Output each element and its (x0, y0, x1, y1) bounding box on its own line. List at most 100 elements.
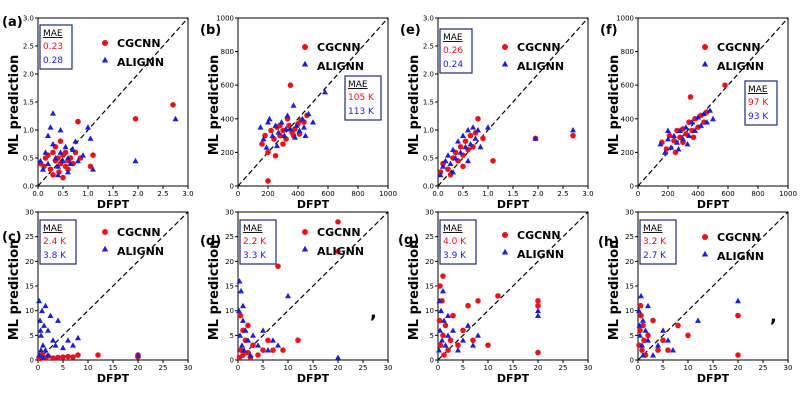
y-tick-label: 800 (221, 48, 234, 56)
x-tick-label: 5 (61, 364, 65, 372)
cgcnn-point (237, 312, 244, 319)
alignn-point (132, 157, 139, 164)
alignn-point (440, 287, 446, 294)
alignn-point (460, 337, 466, 343)
panel-label: (c) (2, 230, 22, 245)
cgcnn-point (570, 132, 576, 139)
mae-cgcnn-value: 105 K (348, 93, 375, 103)
alignn-point (38, 332, 44, 338)
alignn-point (684, 141, 691, 147)
alignn-point (477, 143, 484, 150)
alignn-point (302, 132, 309, 138)
alignn-point (532, 135, 539, 141)
mae-header: MAE (43, 29, 63, 39)
x-tick-label: 600 (721, 190, 734, 198)
legend-alignn-marker (101, 56, 109, 63)
cgcnn-point (442, 322, 449, 329)
mae-alignn-value: 3.3 K (243, 251, 267, 261)
mae-box (344, 75, 382, 121)
cgcnn-point (260, 347, 266, 353)
alignn-point (662, 149, 668, 155)
x-tick-label: 20 (134, 364, 143, 372)
mae-header: MAE (43, 224, 63, 234)
x-tick-label: 10 (684, 364, 693, 372)
y-tick-label: 2.5 (23, 43, 34, 51)
cgcnn-point (70, 354, 76, 360)
y-tick-label: 15 (425, 283, 434, 291)
mae-box (439, 219, 477, 265)
mae-header: MAE (643, 224, 663, 234)
mae-alignn-value: 2.7 K (643, 251, 667, 261)
alignn-point (274, 142, 280, 149)
alignn-point (65, 155, 71, 161)
alignn-point (238, 287, 244, 294)
alignn-point (45, 160, 51, 166)
y-tick-label: 200 (621, 149, 634, 157)
x-tick-label: 15 (109, 364, 118, 372)
panel-h: 0 5 10 15 20 25 30 0 5 10 15 20 25 30 DFPT (h) CGCNN ALIG… (598, 209, 792, 386)
cgcnn-point (455, 342, 461, 349)
cgcnn-point (470, 337, 476, 344)
x-tick-label: 25 (159, 364, 168, 372)
alignn-point (65, 169, 71, 175)
alignn-point (665, 337, 671, 343)
alignn-point (37, 157, 44, 164)
alignn-point (47, 124, 54, 130)
x-tick-label: 15 (709, 364, 718, 372)
alignn-point (62, 143, 69, 150)
alignn-point (465, 127, 471, 133)
alignn-point (42, 302, 49, 309)
alignn-point (90, 166, 96, 172)
y-tick-label: 10 (625, 307, 634, 315)
alignn-point (299, 115, 306, 122)
alignn-point (50, 141, 56, 147)
y-tick-label: 15 (625, 283, 634, 291)
cgcnn-point (467, 132, 474, 139)
cgcnn-point (495, 293, 501, 299)
cgcnn-point (441, 352, 447, 358)
legend-alignn-label: ALIGNN (117, 56, 164, 69)
cgcnn-point (268, 127, 274, 134)
alignn-point (263, 144, 270, 150)
cgcnn-point (490, 158, 496, 164)
alignn-point (242, 327, 249, 333)
alignn-point (698, 122, 704, 128)
alignn-point (55, 171, 61, 178)
alignn-point (640, 352, 646, 358)
alignn-point (683, 124, 689, 130)
x-tick-label: 0.5 (457, 190, 468, 198)
cgcnn-point (75, 118, 81, 125)
mae-box (39, 24, 73, 70)
x-tick-label: 400 (691, 190, 704, 198)
alignn-point (275, 342, 281, 348)
alignn-point (695, 114, 701, 120)
cgcnn-point (87, 163, 94, 170)
y-tick-label: 30 (225, 209, 234, 217)
x-tick-label: 0 (236, 364, 240, 372)
cgcnn-point (690, 134, 697, 141)
alignn-point (60, 344, 66, 351)
alignn-point (236, 307, 242, 314)
y-tick-label: 1.5 (23, 99, 34, 107)
legend-alignn-label: ALIGNN (317, 60, 364, 73)
cgcnn-point (685, 332, 691, 339)
x-tick-label: 25 (759, 364, 768, 372)
cgcnn-point (90, 152, 96, 158)
alignn-point (293, 122, 300, 128)
cgcnn-point (475, 116, 481, 122)
x-tick-label: 200 (661, 190, 674, 198)
legend-alignn-label: ALIGNN (117, 245, 164, 258)
ylabel-panel-f: ML prediction (607, 55, 622, 156)
y-tick-label: 0.0 (423, 183, 434, 191)
parity-line (637, 211, 789, 361)
cgcnn-point (735, 312, 741, 319)
mae-cgcnn-value: 0.23 (43, 42, 63, 52)
y-tick-label: 20 (25, 258, 34, 266)
x-tick-label: 10 (84, 364, 93, 372)
x-tick-label: 30 (184, 364, 193, 372)
alignn-point (36, 297, 42, 304)
cgcnn-point (250, 342, 256, 349)
alignn-point (39, 307, 45, 314)
alignn-point (245, 337, 251, 343)
alignn-point (85, 124, 91, 130)
